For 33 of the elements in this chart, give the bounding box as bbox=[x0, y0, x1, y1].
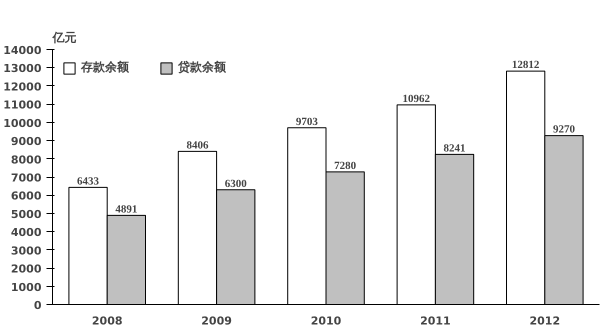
x-tick-label: 2008 bbox=[92, 314, 123, 327]
y-tick-label: 8000 bbox=[10, 153, 42, 166]
y-tick-label: 11000 bbox=[3, 98, 42, 112]
y-axis-title: 亿元 bbox=[52, 30, 76, 44]
data-label: 7280 bbox=[334, 160, 357, 172]
y-tick-label: 12000 bbox=[3, 80, 42, 94]
x-tick-label: 2009 bbox=[201, 314, 232, 327]
data-label: 9703 bbox=[296, 116, 318, 128]
y-tick-label: 7000 bbox=[10, 172, 42, 184]
y-tick-label: 4000 bbox=[10, 226, 42, 240]
y-tick-label: 1000 bbox=[10, 280, 42, 294]
data-label: 6300 bbox=[224, 178, 248, 190]
y-tick-label: 6000 bbox=[10, 190, 42, 203]
data-label: 8406 bbox=[186, 139, 209, 152]
data-label: 8241 bbox=[444, 142, 466, 154]
y-tick-label: 10000 bbox=[3, 116, 42, 130]
legend-label: 存款余额 bbox=[81, 59, 129, 76]
x-tick-label: 2011 bbox=[420, 314, 451, 327]
y-tick-label: 0 bbox=[34, 299, 42, 312]
y-tick-label: 3000 bbox=[10, 244, 42, 258]
data-label: 12812 bbox=[512, 59, 540, 72]
data-label: 6433 bbox=[77, 175, 100, 188]
x-tick-label: 2012 bbox=[529, 314, 560, 327]
data-label: 9270 bbox=[552, 124, 576, 136]
y-tick-label: 9000 bbox=[10, 135, 42, 148]
x-tick-label: 2010 bbox=[310, 314, 342, 327]
data-label: 10962 bbox=[402, 92, 431, 105]
y-tick-label: 14000 bbox=[3, 44, 42, 57]
data-label: 4891 bbox=[115, 203, 138, 216]
y-tick-label: 13000 bbox=[3, 62, 42, 76]
y-tick-label: 5000 bbox=[10, 208, 42, 221]
y-tick-label: 2000 bbox=[10, 262, 42, 276]
legend-label: 贷款余额 bbox=[178, 59, 226, 76]
